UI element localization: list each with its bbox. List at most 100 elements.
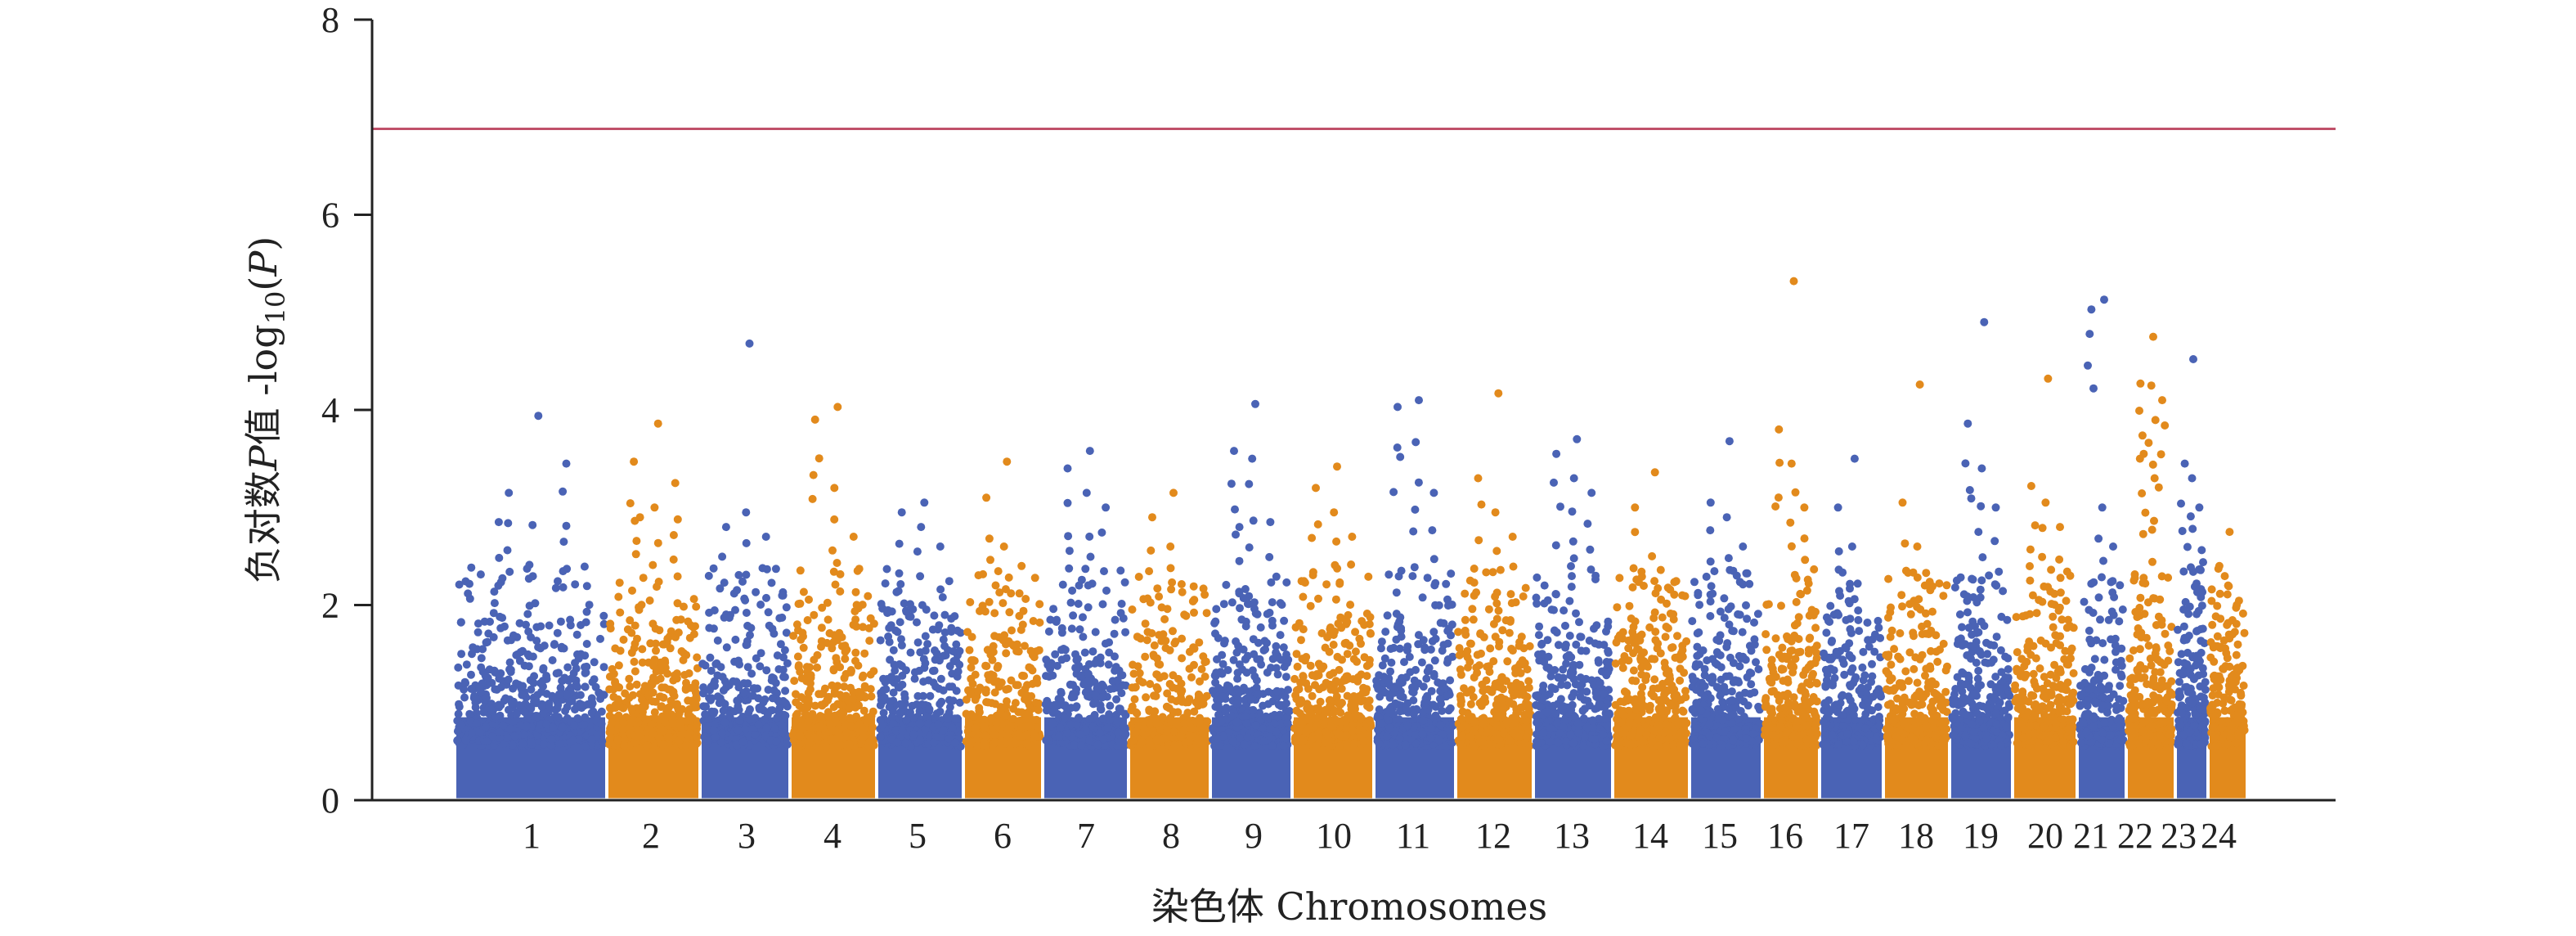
snp-point: [1691, 741, 1700, 750]
snp-point: [705, 608, 714, 617]
snp-point: [918, 691, 927, 700]
snp-point: [669, 531, 678, 539]
snp-point: [1389, 684, 1398, 693]
snp-point: [1178, 587, 1187, 596]
snp-point: [909, 713, 918, 722]
snp-point: [1079, 613, 1087, 622]
snp-point: [767, 676, 776, 685]
snp-point: [496, 623, 505, 632]
snp-point: [1082, 488, 1091, 497]
snp-point: [476, 570, 485, 579]
snp-point: [1222, 580, 1231, 589]
snp-point: [1430, 656, 1439, 665]
snp-point: [835, 628, 844, 637]
snp-point: [1375, 739, 1384, 748]
snp-point: [852, 601, 861, 610]
snp-point: [738, 577, 747, 586]
snp-point: [720, 677, 729, 686]
snp-point: [1478, 696, 1487, 705]
snp-point: [1427, 686, 1436, 695]
snp-point: [1330, 508, 1339, 517]
snp-point: [1479, 632, 1488, 641]
snp-point: [527, 685, 536, 694]
snp-point: [457, 650, 466, 659]
snp-point: [1317, 629, 1326, 637]
snp-point: [1359, 737, 1368, 745]
snp-point: [1116, 566, 1125, 575]
snp-point: [1506, 590, 1515, 599]
snp-point: [755, 704, 764, 713]
snp-point: [545, 621, 554, 630]
snp-point: [804, 717, 813, 726]
snp-point: [616, 608, 625, 617]
snp-point: [673, 515, 682, 524]
snp-point: [571, 580, 580, 589]
snp-point: [810, 415, 819, 424]
snp-point: [648, 688, 657, 697]
snp-point: [1376, 644, 1385, 653]
snp-point: [648, 729, 657, 738]
snp-point: [919, 655, 928, 664]
snp-point: [1812, 716, 1821, 725]
snp-point: [1656, 565, 1665, 574]
snp-point: [1097, 693, 1106, 702]
snp-point: [1233, 668, 1242, 677]
snp-point: [1618, 628, 1627, 637]
snp-point: [605, 673, 614, 681]
snp-point: [939, 726, 948, 735]
snp-point: [738, 737, 747, 746]
snp-point: [1568, 507, 1577, 516]
snp-point: [985, 534, 994, 543]
snp-point: [966, 690, 975, 699]
snp-point: [1111, 615, 1120, 624]
snp-point: [1241, 712, 1250, 721]
snp-point: [1396, 452, 1405, 461]
snp-point: [1676, 695, 1685, 704]
snp-point: [635, 513, 644, 522]
snp-point: [504, 519, 513, 528]
snp-point: [809, 470, 818, 479]
snp-point: [709, 624, 718, 633]
snp-point: [1236, 604, 1244, 613]
snp-point: [782, 603, 791, 612]
snp-point: [910, 674, 919, 683]
snp-point: [1726, 653, 1735, 662]
snp-point: [1100, 567, 1108, 576]
snp-point: [813, 663, 822, 672]
snp-point: [1375, 671, 1384, 680]
snp-point: [577, 700, 586, 709]
snp-point: [1492, 588, 1501, 597]
snp-point: [1595, 700, 1604, 709]
snp-point: [1085, 714, 1094, 723]
snp-point: [495, 553, 504, 562]
snp-point: [1035, 600, 1044, 609]
snp-point: [981, 607, 990, 616]
snp-point: [1628, 583, 1637, 592]
snp-point: [559, 487, 568, 496]
snp-point: [1364, 572, 1373, 581]
snp-point: [1232, 530, 1240, 539]
snp-point: [1456, 740, 1465, 749]
snp-point: [1636, 636, 1645, 645]
snp-point: [921, 632, 930, 641]
snp-point: [859, 732, 868, 741]
snp-point: [646, 639, 655, 648]
snp-point: [797, 693, 806, 702]
snp-point: [1389, 740, 1398, 749]
snp-point: [1611, 659, 1620, 668]
snp-point: [969, 712, 978, 721]
snp-point: [490, 599, 499, 608]
snp-point: [1710, 567, 1719, 576]
snp-point: [1220, 637, 1229, 646]
snp-point: [950, 612, 959, 621]
snp-point: [675, 736, 684, 745]
snp-point: [1712, 733, 1721, 742]
snp-point: [1026, 664, 1035, 673]
snp-point: [848, 694, 857, 703]
snp-point: [908, 701, 917, 710]
snp-point: [467, 563, 476, 572]
snp-point: [557, 642, 566, 651]
snp-point: [577, 621, 586, 629]
snp-point: [1120, 578, 1129, 587]
snp-point: [716, 584, 725, 593]
